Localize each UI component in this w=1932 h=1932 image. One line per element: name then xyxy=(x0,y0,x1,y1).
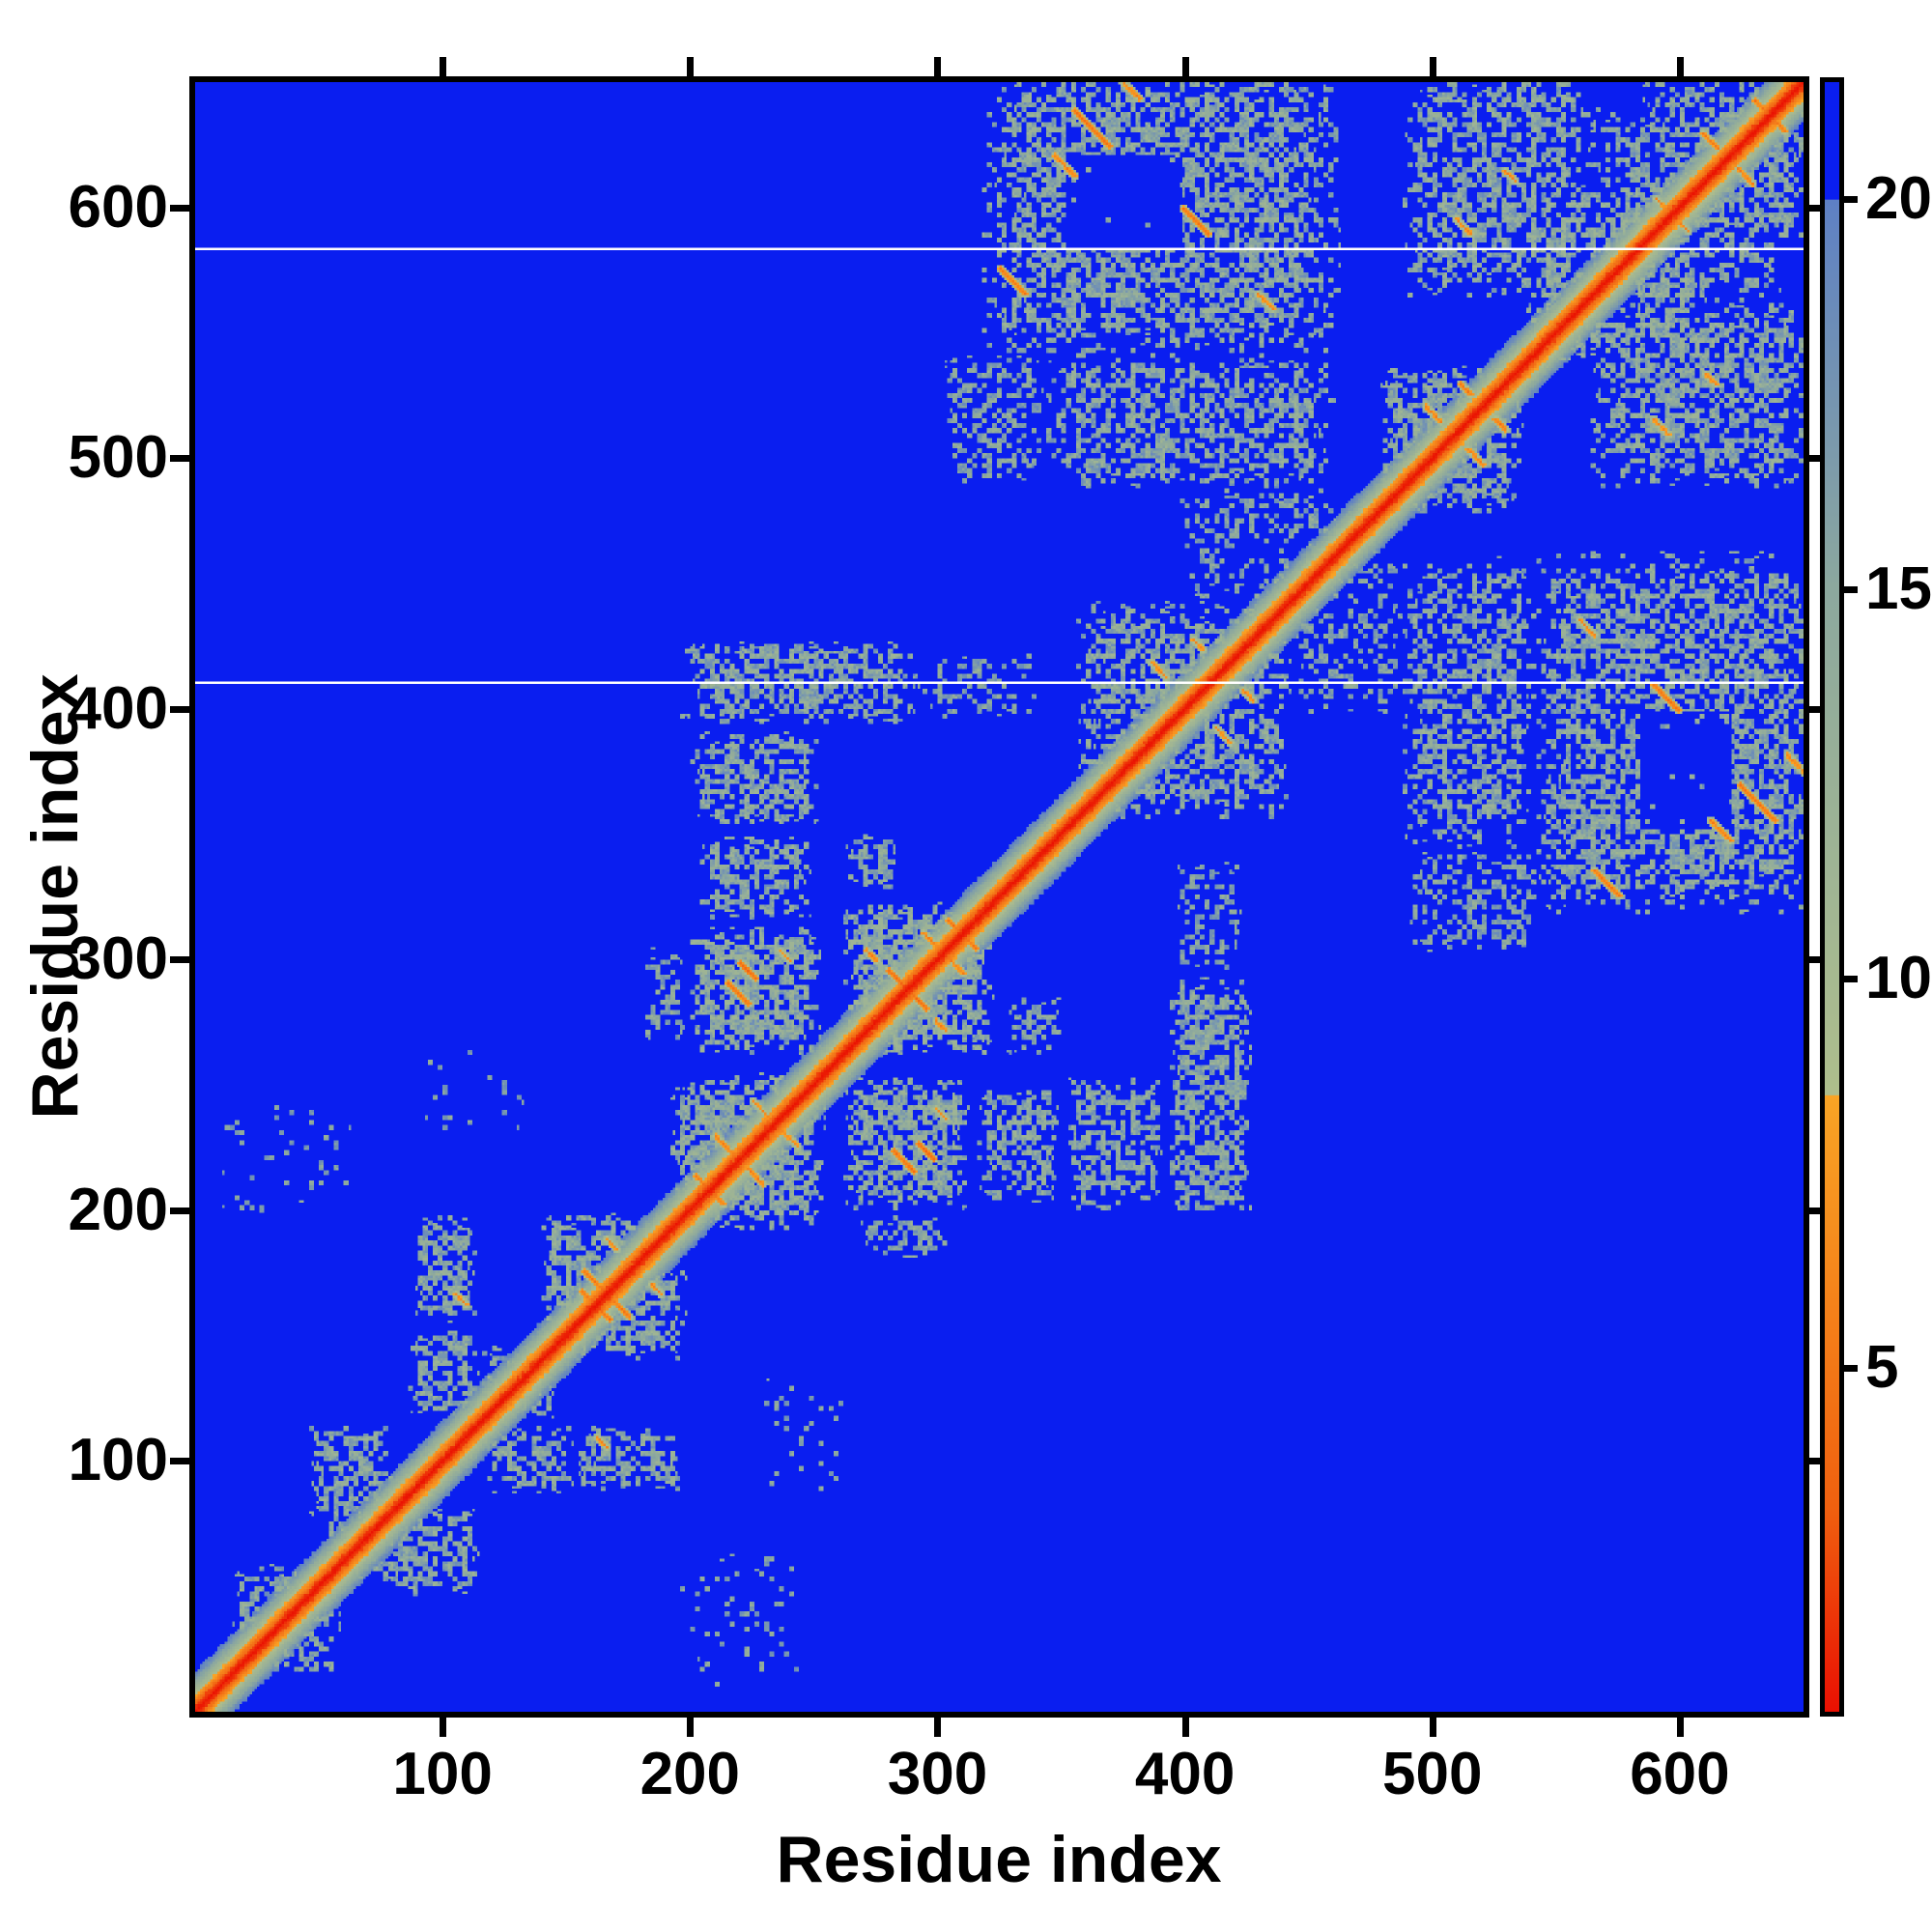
colorbar xyxy=(1820,77,1844,1717)
x-tick-mark xyxy=(934,1712,942,1737)
colorbar-tick-mark xyxy=(1844,196,1858,204)
x-tick-label: 100 xyxy=(392,1741,493,1807)
y-tick-mark-right xyxy=(1804,204,1829,212)
x-tick-mark-top xyxy=(934,57,942,82)
y-tick-label: 100 xyxy=(68,1427,168,1494)
y-tick-label: 300 xyxy=(68,925,168,993)
y-tick-mark xyxy=(170,1458,195,1465)
colorbar-tick-label: 20 xyxy=(1865,165,1932,233)
y-tick-mark-right xyxy=(1804,705,1829,713)
y-tick-mark-right xyxy=(1804,455,1829,463)
x-tick-mark-top xyxy=(687,57,695,82)
x-tick-mark-top xyxy=(440,57,447,82)
y-tick-mark xyxy=(170,204,195,212)
y-tick-mark-right xyxy=(1804,1207,1829,1214)
residue-distance-heatmap xyxy=(195,82,1804,1712)
y-tick-label: 600 xyxy=(68,173,168,241)
x-axis-title: Residue index xyxy=(776,1823,1222,1896)
colorbar-tick-mark xyxy=(1844,975,1858,982)
y-tick-mark-right xyxy=(1804,956,1829,964)
y-tick-mark xyxy=(170,1207,195,1214)
x-tick-label: 600 xyxy=(1630,1741,1730,1807)
colorbar-tick-label: 15 xyxy=(1865,554,1932,622)
x-tick-mark xyxy=(440,1712,447,1737)
x-tick-label: 300 xyxy=(887,1741,988,1807)
x-tick-mark xyxy=(1676,1712,1684,1737)
y-tick-mark xyxy=(170,705,195,713)
y-tick-label: 400 xyxy=(68,674,168,742)
x-tick-label: 200 xyxy=(639,1741,741,1807)
x-tick-mark-top xyxy=(1676,57,1684,82)
x-tick-label: 400 xyxy=(1134,1741,1236,1807)
colorbar-tick-mark xyxy=(1844,585,1858,593)
colorbar-tick-mark xyxy=(1844,1365,1858,1373)
colorbar-tick-label: 10 xyxy=(1865,944,1932,1011)
colorbar-tick-label: 5 xyxy=(1865,1334,1899,1402)
colorbar-gradient xyxy=(1825,82,1839,1712)
x-tick-mark xyxy=(1181,1712,1189,1737)
x-tick-mark xyxy=(687,1712,695,1737)
y-tick-label: 500 xyxy=(68,424,168,492)
x-tick-mark-top xyxy=(1429,57,1436,82)
y-axis-title: Residue index xyxy=(18,673,92,1120)
y-tick-mark-right xyxy=(1804,1458,1829,1465)
x-tick-label: 500 xyxy=(1382,1741,1483,1807)
y-tick-label: 200 xyxy=(68,1176,168,1243)
y-tick-mark xyxy=(170,455,195,463)
y-tick-mark xyxy=(170,956,195,964)
x-tick-mark xyxy=(1429,1712,1436,1737)
x-tick-mark-top xyxy=(1181,57,1189,82)
